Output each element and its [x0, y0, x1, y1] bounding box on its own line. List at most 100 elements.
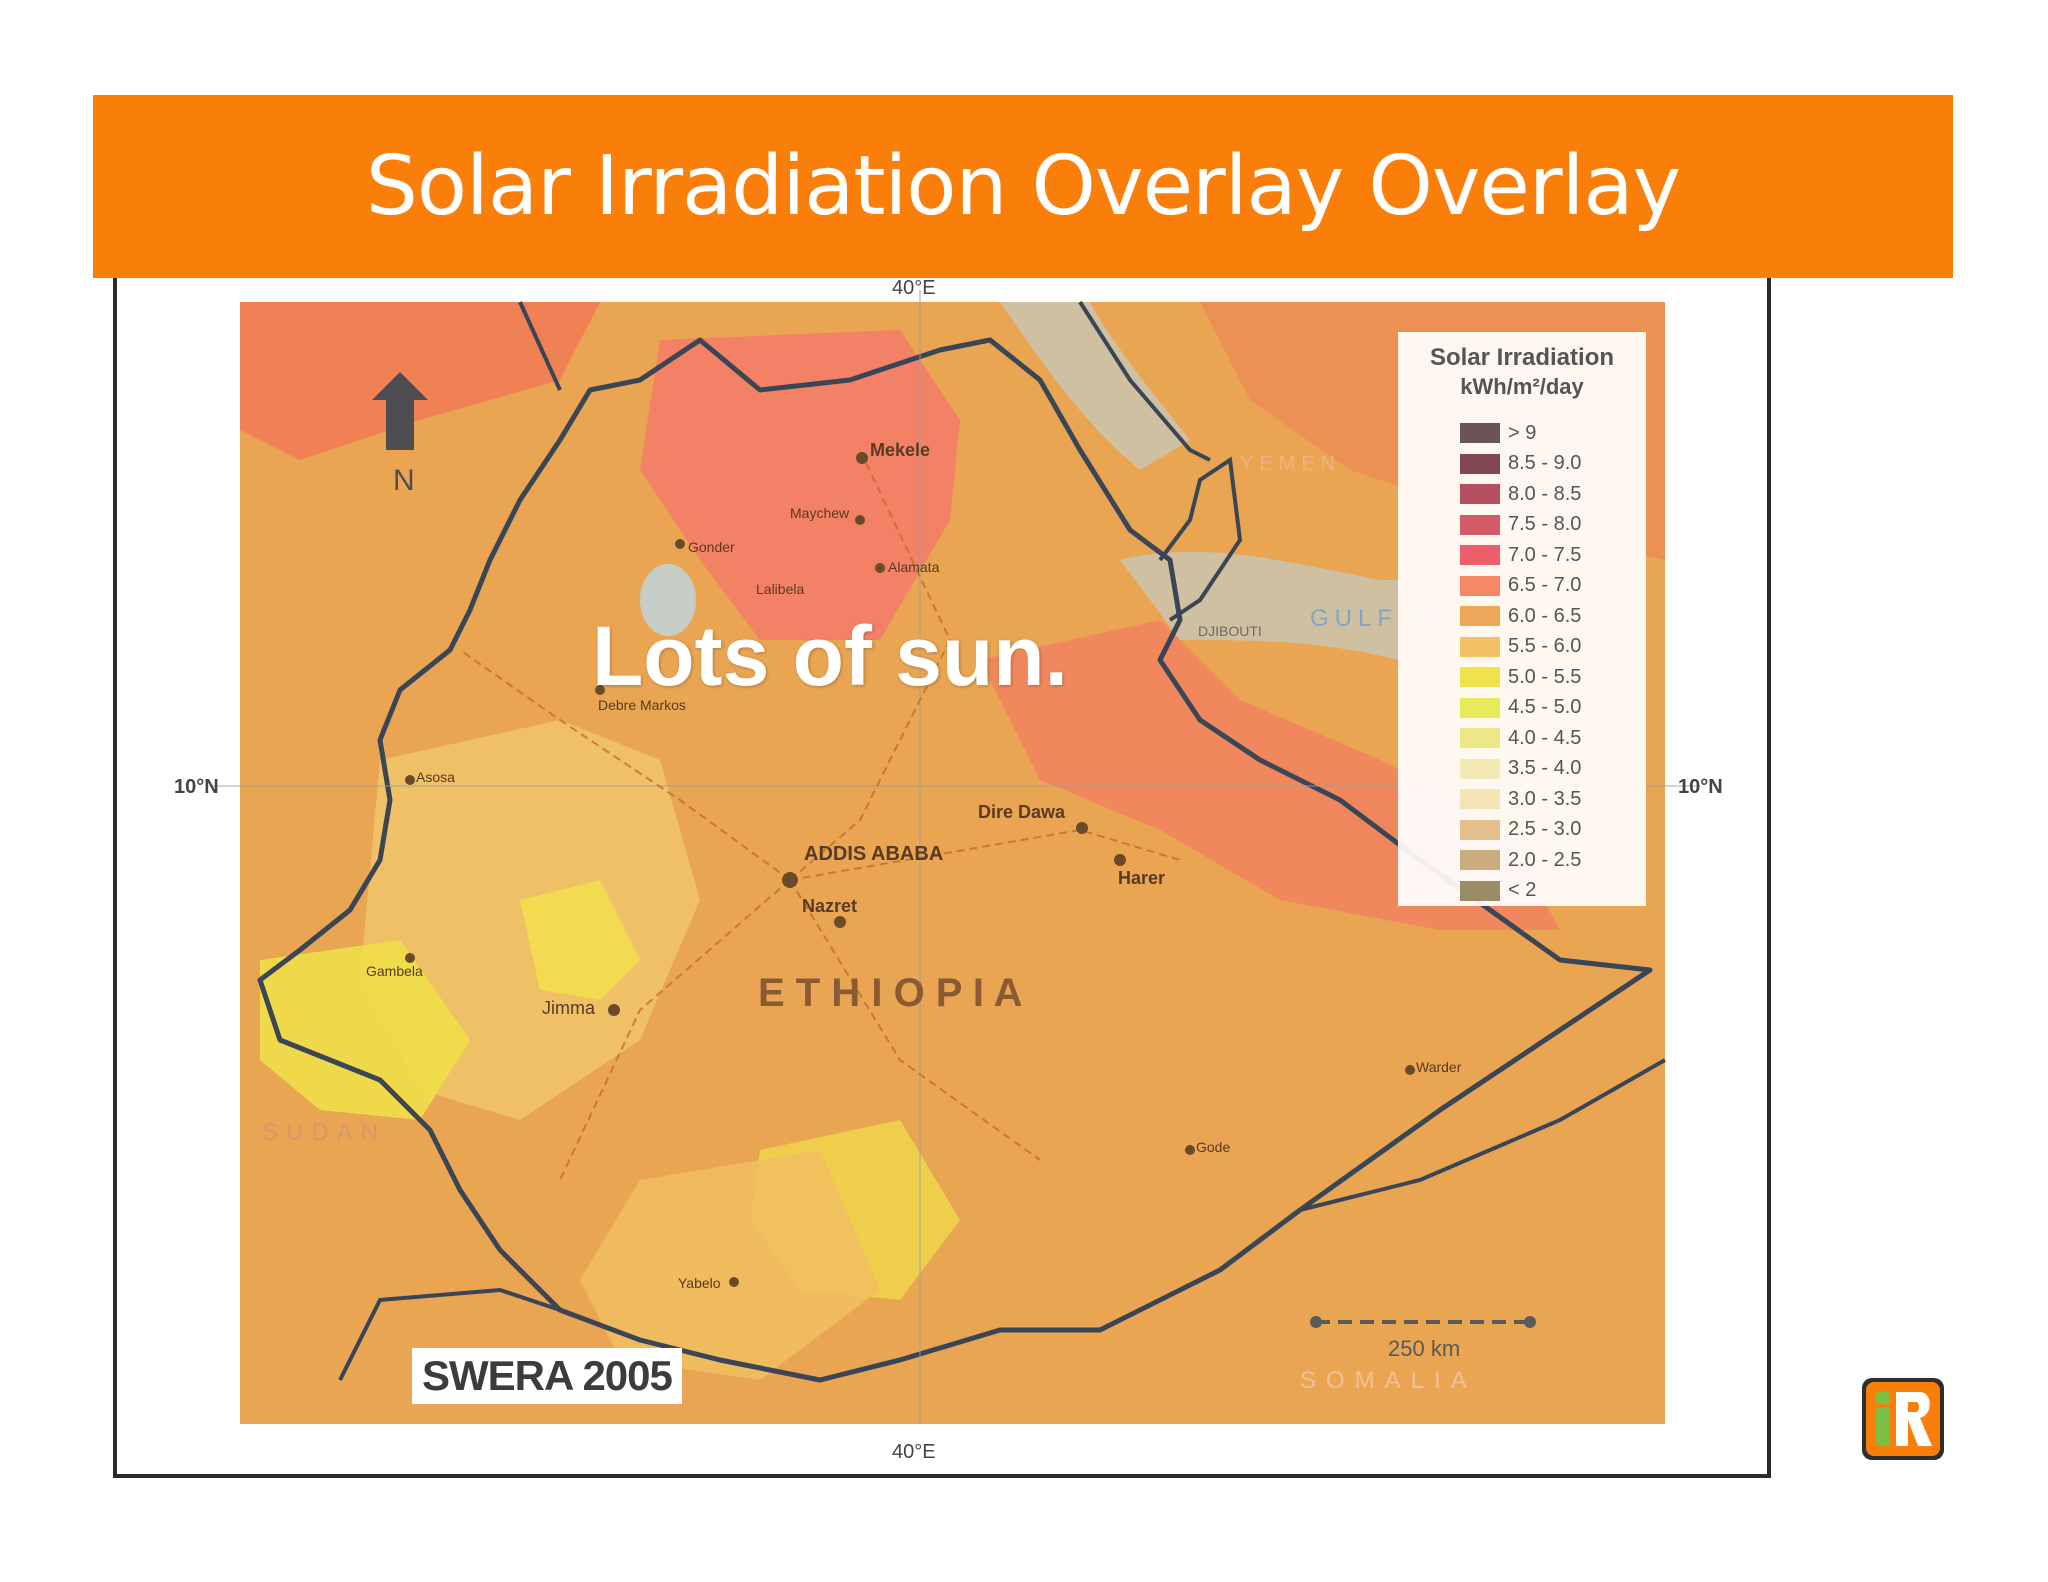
legend-item: > 9 — [1460, 422, 1536, 444]
legend-item: 8.5 - 9.0 — [1460, 452, 1582, 475]
legend-label: 2.0 - 2.5 — [1508, 848, 1582, 871]
mild-zone-south — [580, 1150, 880, 1380]
legend-item: 2.5 - 3.0 — [1460, 818, 1582, 841]
djibouti-border — [1158, 456, 1243, 622]
city-label-harer: Harer — [1118, 868, 1165, 888]
power-lines — [459, 449, 1181, 1181]
slide-title-bar: Solar Irradiation Overlay Overlay — [93, 95, 1953, 278]
legend-swatch — [1460, 423, 1500, 443]
legend-label: 5.5 - 6.0 — [1508, 635, 1582, 657]
sudan-border-north — [518, 301, 562, 391]
scale-bar-start — [1310, 1316, 1322, 1328]
red-sea — [1000, 302, 1190, 470]
city-label-nazret: Nazret — [802, 896, 857, 916]
eritrea-coast — [1078, 300, 1211, 462]
legend-label: 2.5 - 3.0 — [1508, 818, 1582, 840]
legend-item: 3.5 - 4.0 — [1460, 757, 1582, 780]
legend-label: 7.0 - 7.5 — [1508, 543, 1582, 566]
legend-swatch — [1460, 728, 1500, 748]
legend-swatch — [1460, 697, 1500, 718]
legend-label: 3.5 - 4.0 — [1508, 757, 1582, 779]
city-label-gambela: Gambela — [366, 963, 423, 979]
legend-swatch — [1460, 545, 1500, 565]
city-label-gonder: Gonder — [688, 539, 735, 555]
kenya-border-west — [338, 1287, 561, 1381]
overlay-caption: Lots of sun. — [592, 609, 1068, 703]
legend-label: 8.0 - 8.5 — [1508, 482, 1582, 505]
legend-item: 8.0 - 8.5 — [1460, 483, 1581, 505]
source-label: SWERA 2005 — [412, 1348, 682, 1404]
cool-zone-southwest — [260, 940, 470, 1120]
latitude-label-left: 10°N — [174, 776, 219, 798]
hot-zone-northwest — [240, 302, 600, 460]
legend-item: 7.5 - 8.0 — [1460, 513, 1581, 536]
legend-item: 3.0 - 3.5 — [1460, 788, 1581, 810]
legend-label: 4.5 - 5.0 — [1508, 696, 1582, 718]
legend-swatch — [1460, 484, 1500, 504]
latitude-label-right: 10°N — [1678, 776, 1723, 798]
hot-zone-north — [640, 330, 960, 640]
sudan-label: SUDAN — [262, 1119, 386, 1146]
legend-swatch — [1460, 819, 1500, 840]
legend-swatch — [1460, 850, 1500, 870]
legend-label: 6.5 - 7.0 — [1508, 574, 1582, 596]
legend-item: < 2 — [1460, 879, 1537, 902]
legend-item: 7.0 - 7.5 — [1460, 544, 1581, 566]
city-label-alamata: Alamata — [888, 559, 940, 575]
djibouti-label: DJIBOUTI — [1198, 623, 1262, 639]
city-label-dire-dawa: Dire Dawa — [978, 802, 1066, 822]
legend-swatch — [1460, 758, 1500, 779]
legend-item: 6.0 - 6.5 — [1460, 605, 1581, 627]
city-label-mekele: Mekele — [870, 440, 930, 460]
north-arrow-icon — [372, 372, 428, 450]
gulf-of-aden — [1120, 551, 1398, 660]
legend-item: 4.5 - 5.0 — [1460, 696, 1582, 719]
somalia-label: SOMALIA — [1300, 1367, 1477, 1394]
legend-label: 5.0 - 5.5 — [1508, 665, 1582, 688]
legend-label: > 9 — [1508, 421, 1537, 444]
legend-swatch — [1460, 575, 1500, 596]
city-label-jimma: Jimma — [542, 998, 596, 1018]
legend-swatch — [1460, 667, 1500, 687]
city-label-lalibela: Lalibela — [756, 581, 804, 597]
yemen-label: YEMEN — [1240, 453, 1341, 475]
city-label-debre-markos: Debre Markos — [598, 697, 686, 713]
legend-swatch — [1460, 789, 1500, 809]
lake-tana — [640, 564, 696, 636]
irradiation-legend: Solar Irradiation kWh/m²/day > 9 8.5 - 9.… — [1398, 332, 1646, 906]
city-label-addis-ababa: ADDIS ABABA — [804, 843, 943, 865]
ethiopia-border — [257, 337, 1653, 1383]
legend-units: kWh/m²/day — [1460, 374, 1584, 399]
legend-label: 6.0 - 6.5 — [1508, 604, 1582, 627]
longitude-label-bottom: 40°E — [892, 1441, 936, 1463]
scale-label: 250 km — [1388, 1336, 1460, 1361]
legend-swatch — [1460, 514, 1500, 535]
north-label: N — [393, 464, 415, 497]
legend-item: 5.5 - 6.0 — [1460, 635, 1582, 658]
ir-logo-icon — [1862, 1378, 1944, 1460]
city-markers — [405, 452, 1415, 1287]
legend-item: 4.0 - 4.5 — [1460, 727, 1581, 749]
legend-label: < 2 — [1508, 879, 1537, 901]
city-label-gode: Gode — [1196, 1139, 1230, 1155]
country-label: E T H I O P I A — [758, 971, 1023, 1015]
scale-bar-end — [1524, 1316, 1536, 1328]
longitude-label-top: 40°E — [892, 277, 936, 299]
legend-item: 5.0 - 5.5 — [1460, 666, 1581, 688]
slide-title: Solar Irradiation Overlay Overlay — [365, 139, 1681, 234]
city-label-asosa: Asosa — [416, 769, 455, 785]
legend-label: 8.5 - 9.0 — [1508, 452, 1582, 474]
city-label-warder: Warder — [1416, 1059, 1462, 1075]
map-bottom-strip — [240, 1424, 1665, 1470]
legend-label: 4.0 - 4.5 — [1508, 726, 1582, 749]
legend-swatch — [1460, 606, 1500, 626]
legend-item: 6.5 - 7.0 — [1460, 574, 1582, 597]
legend-label: 3.0 - 3.5 — [1508, 787, 1582, 810]
legend-swatch — [1460, 636, 1500, 657]
legend-item: 2.0 - 2.5 — [1460, 849, 1581, 871]
cool-zone-jimma — [520, 880, 640, 1000]
city-label-yabelo: Yabelo — [678, 1275, 721, 1291]
city-label-maychew: Maychew — [790, 505, 850, 521]
legend-title: Solar Irradiation — [1429, 344, 1615, 371]
